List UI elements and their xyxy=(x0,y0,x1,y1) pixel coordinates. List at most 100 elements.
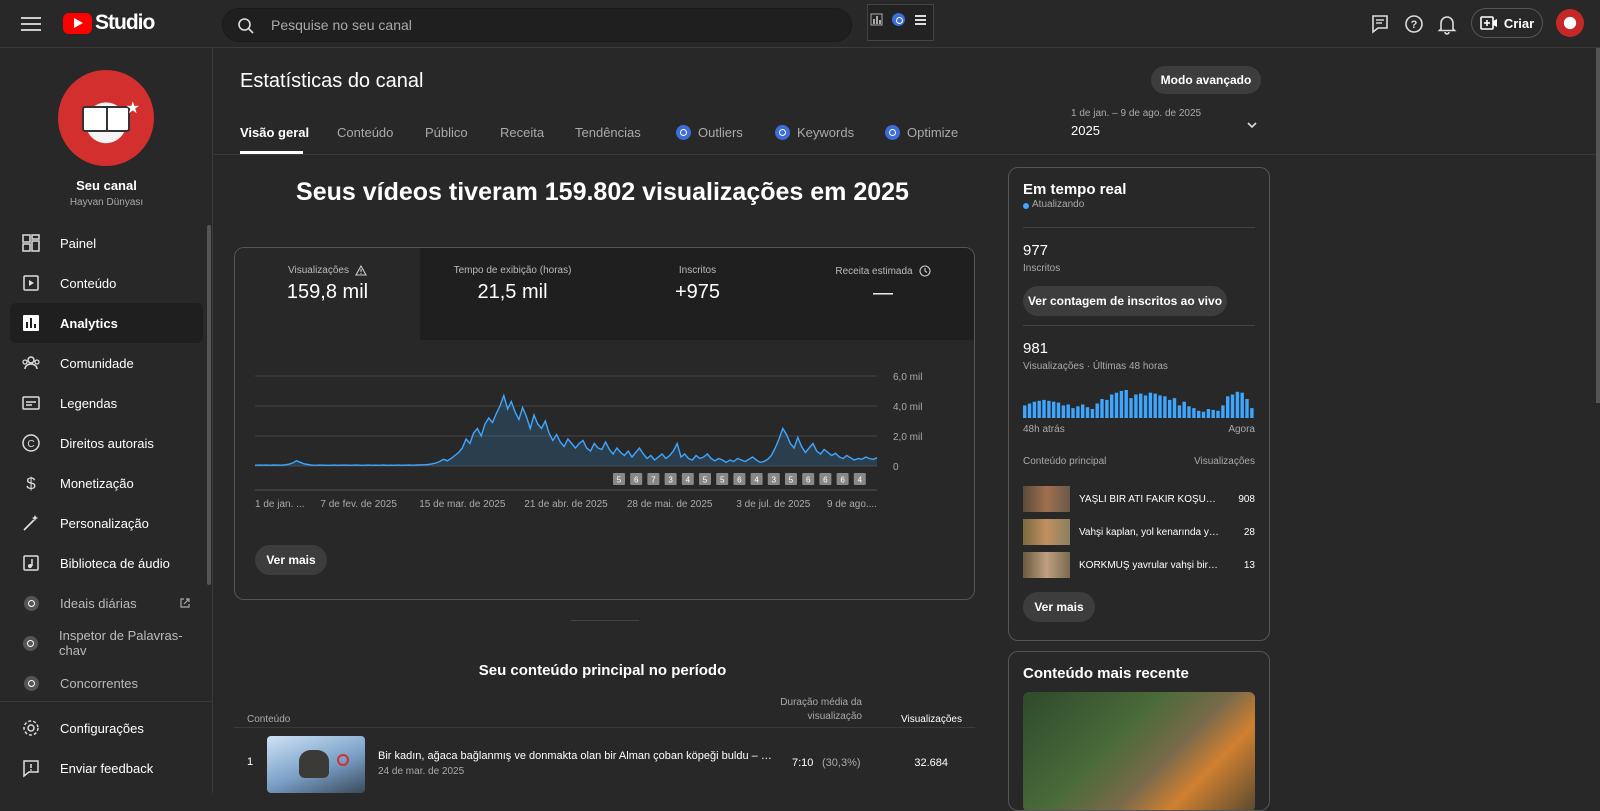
video-date: 24 de mar. de 2025 xyxy=(378,766,465,777)
realtime-bar xyxy=(1071,408,1075,418)
recent-video-thumbnail[interactable] xyxy=(1023,692,1255,810)
see-more-button[interactable]: Ver mais xyxy=(255,545,327,575)
video-thumbnail[interactable] xyxy=(267,736,365,793)
metric-revenue[interactable]: Receita estimada — xyxy=(790,248,974,340)
video-title[interactable]: Bir kadın, ağaca bağlanmış ve donmakta o… xyxy=(378,750,773,762)
video-marker-label: 5 xyxy=(789,476,794,485)
sidebar-item-analytics[interactable]: Analytics xyxy=(10,303,203,343)
realtime-bar xyxy=(1027,403,1032,418)
advanced-mode-button[interactable]: Modo avançado xyxy=(1151,66,1261,94)
realtime-bar xyxy=(1047,400,1051,418)
sidebar-item-customization[interactable]: Personalização xyxy=(10,503,203,543)
sidebar-item-label: Direitos autorais xyxy=(60,435,154,451)
chevron-down-icon[interactable] xyxy=(1245,118,1259,132)
notifications-icon[interactable] xyxy=(1435,12,1459,36)
date-range-label[interactable]: 1 de jan. – 9 de ago. de 2025 xyxy=(1071,108,1202,119)
col-duration-header[interactable]: Duração média da visualização xyxy=(780,697,862,722)
metric-watch-time[interactable]: Tempo de exibição (horas) 21,5 mil xyxy=(420,248,606,340)
realtime-bar xyxy=(1197,410,1201,418)
sidebar-item-label: Comunidade xyxy=(60,355,134,371)
video-title: KORKMUŞ yavrular vahşi bir kaplan... xyxy=(1079,559,1219,571)
sidebar-item-label: Inspetor de Palavras-chav xyxy=(58,628,183,658)
realtime-top-item[interactable]: Vahşi kaplan, yol kenarında yardım... 28 xyxy=(1023,519,1255,545)
sidebar-item-monetization[interactable]: $ Monetização xyxy=(10,463,203,503)
sidebar-item-label: Monetização xyxy=(60,475,134,491)
metric-label: Tempo de exibição (horas) xyxy=(453,265,572,276)
tab-content[interactable]: Conteúdo xyxy=(337,125,393,140)
video-thumbnail xyxy=(1023,519,1070,545)
date-range-value[interactable]: 2025 xyxy=(1071,123,1100,138)
realtime-see-more-button[interactable]: Ver mais xyxy=(1023,592,1095,622)
video-marker-label: 6 xyxy=(634,476,639,485)
channel-handle: Hayvan Dünyası xyxy=(69,197,144,208)
search-input[interactable] xyxy=(271,9,831,41)
studio-logo[interactable]: Studio xyxy=(63,11,155,35)
tab-label: Receita xyxy=(500,125,545,140)
table-divider xyxy=(234,727,975,728)
svg-text:$: $ xyxy=(26,474,36,493)
video-marker xyxy=(613,473,625,485)
analytics-icon xyxy=(23,315,39,331)
sidebar-item-content[interactable]: Conteúdo xyxy=(10,263,203,303)
search-bar[interactable] xyxy=(222,8,852,42)
menu-icon[interactable] xyxy=(20,13,42,35)
realtime-bar xyxy=(1139,393,1143,418)
metric-value: 21,5 mil xyxy=(477,281,548,303)
realtime-bar xyxy=(1172,398,1177,418)
sidebar-item-copyright[interactable]: C Direitos autorais xyxy=(10,423,203,463)
metric-value: 159,8 mil xyxy=(286,281,369,303)
sidebar-item-audio-library[interactable]: Biblioteca de áudio xyxy=(10,543,203,583)
realtime-views-bars[interactable] xyxy=(1023,384,1255,418)
vidiq-icon xyxy=(20,632,41,654)
tab-trends[interactable]: Tendências xyxy=(575,125,641,140)
realtime-bar xyxy=(1201,411,1206,418)
live-subs-button[interactable]: Ver contagem de inscritos ao vivo xyxy=(1023,286,1227,316)
sidebar-item-keyword-inspector[interactable]: Inspetor de Palavras-chav xyxy=(10,623,203,663)
active-tab-indicator xyxy=(240,151,303,154)
tab-keywords[interactable]: Keywords xyxy=(775,125,854,140)
tab-revenue[interactable]: Receita xyxy=(500,125,544,140)
sidebar-item-competitors[interactable]: Concorrentes xyxy=(10,663,203,703)
col-views-header[interactable]: Visualizações xyxy=(901,714,962,725)
metric-subscribers[interactable]: Inscritos +975 xyxy=(605,248,791,340)
video-marker-label: 4 xyxy=(686,476,691,485)
video-marker xyxy=(716,473,729,485)
sidebar-scrollbar[interactable] xyxy=(207,225,211,585)
table-row[interactable]: 1 Bir kadın, ağaca bağlanmış ve donmakta… xyxy=(234,734,975,794)
realtime-bar xyxy=(1023,405,1027,418)
chart-extension-icon[interactable] xyxy=(870,13,883,26)
list-extension-icon[interactable] xyxy=(914,13,927,26)
vidiq-icon xyxy=(676,125,691,140)
create-button[interactable]: Criar xyxy=(1471,8,1543,38)
views-chart[interactable]: 6,0 mil 4,0 mil 2,0 mil 0 5 6 7 3 4 5 5 6 4 3 5 6 6 6 4 1 d… xyxy=(235,340,975,540)
tab-optimize[interactable]: Optimize xyxy=(885,125,958,140)
sidebar-item-daily-ideas[interactable]: Ideais diárias xyxy=(10,583,203,623)
tab-outliers[interactable]: Outliers xyxy=(676,125,743,140)
y-tick-label: 0 xyxy=(893,462,899,473)
video-marker xyxy=(802,473,815,485)
vidiq-icon xyxy=(885,125,900,140)
vidiq-extension-icon[interactable] xyxy=(892,13,905,26)
channel-avatar[interactable]: ★ xyxy=(58,70,154,166)
realtime-subs-label: Inscritos xyxy=(1023,263,1061,274)
tab-overview[interactable]: Visão geral xyxy=(240,125,309,140)
video-marker xyxy=(699,473,711,485)
sidebar-item-settings[interactable]: Configurações xyxy=(10,708,203,748)
page-scrollbar[interactable] xyxy=(1596,48,1600,403)
sidebar-item-feedback[interactable]: Enviar feedback xyxy=(10,748,203,788)
tab-audience[interactable]: Público xyxy=(425,125,468,140)
help-icon[interactable]: ? xyxy=(1402,12,1426,36)
video-marker-label: 5 xyxy=(720,476,725,485)
sidebar-item-subtitles[interactable]: Legendas xyxy=(10,383,203,423)
tab-label: Optimize xyxy=(907,125,959,140)
metric-views[interactable]: Visualizações 159,8 mil xyxy=(235,248,421,340)
account-avatar[interactable] xyxy=(1556,9,1584,37)
sidebar-item-community[interactable]: Comunidade xyxy=(10,343,203,383)
star-icon: ★ xyxy=(125,100,140,117)
realtime-top-item[interactable]: KORKMUŞ yavrular vahşi bir kaplan... 13 xyxy=(1023,552,1255,578)
live-dot-icon xyxy=(1023,203,1029,209)
realtime-top-item[interactable]: YAŞLI BİR ATI FAKİR KOŞUYOR... 908 xyxy=(1023,486,1255,512)
realtime-bar xyxy=(1100,399,1104,418)
comments-icon[interactable] xyxy=(1368,12,1392,36)
sidebar-item-dashboard[interactable]: Painel xyxy=(10,223,203,263)
